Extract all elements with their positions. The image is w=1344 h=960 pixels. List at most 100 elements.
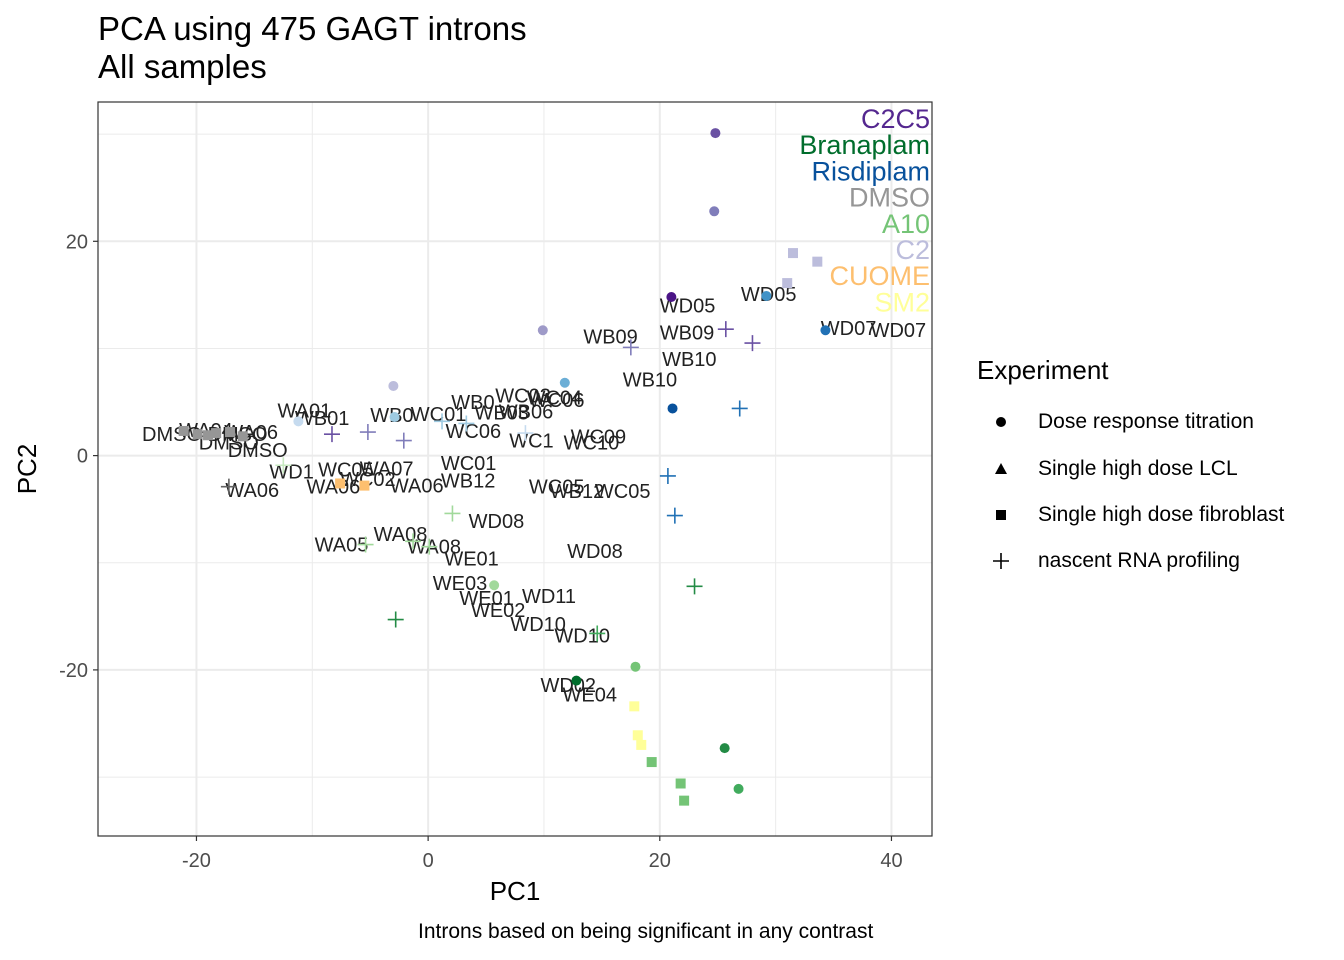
data-point-plus (717, 321, 734, 338)
data-point-plus (458, 415, 475, 432)
data-point-plus (731, 400, 748, 417)
point-label: WB03 (474, 403, 528, 425)
point-label: WD07 (821, 318, 877, 340)
data-point-circle (761, 290, 772, 301)
point-label: WC01 (441, 453, 497, 475)
point-label: WB12 (550, 481, 604, 503)
square-icon (996, 510, 1006, 520)
data-point-square (636, 739, 647, 750)
point-label: WC05 (318, 460, 374, 482)
point-label: WD08 (567, 541, 623, 563)
y-tick-label: 0 (77, 446, 88, 468)
point-label: WA07 (360, 458, 414, 480)
point-label: WB10 (662, 349, 716, 371)
treatment-key-label: A10 (882, 209, 930, 239)
data-point-plus (275, 457, 292, 474)
point-label: WD08 (469, 511, 525, 533)
data-point-square (632, 730, 643, 741)
data-point-plus (666, 507, 683, 524)
legend-label: nascent RNA profiling (1038, 549, 1240, 572)
data-point-circle (667, 403, 678, 414)
point-label: WB09 (660, 322, 714, 344)
data-point-square (359, 480, 370, 491)
point-label: WE04 (562, 685, 616, 707)
legend-item-dose-response: Dose response titration (990, 407, 1254, 437)
point-labels: WD05WD05WD07WD07WB09WB09WB10WB10WC03WC04… (142, 284, 926, 707)
plot-panel-background (98, 102, 932, 836)
legend-item-single-high-dose-lcl: Single high dose LCL (990, 454, 1238, 484)
y-tick-label: 20 (66, 231, 88, 253)
point-label: WC04 (527, 388, 583, 410)
point-label: WC02 (340, 469, 396, 491)
point-label: WB0 (451, 392, 494, 414)
treatment-key-label: Branaplam (799, 130, 930, 160)
data-point-square (812, 256, 823, 267)
point-label: WC03 (495, 386, 551, 408)
data-point-square (211, 428, 222, 439)
data-point-circle (559, 377, 570, 388)
treatment-key-label: SM2 (874, 287, 930, 317)
legend-item-nascent-rna: nascent RNA profiling (990, 546, 1240, 576)
point-label: WC06 (529, 390, 585, 412)
point-label: WD10 (554, 626, 610, 648)
point-label: WB01 (295, 408, 349, 430)
data-point-plus (220, 478, 237, 495)
triangle-icon (995, 463, 1007, 474)
treatment-key-label: Risdiplam (811, 156, 930, 186)
point-label: WB12 (441, 470, 495, 492)
data-point-plus (395, 432, 412, 449)
y-axis-title: PC2 (12, 444, 42, 495)
data-point-square (237, 431, 248, 442)
point-label: WC05 (529, 477, 585, 499)
chart-subtitle: All samples (98, 48, 267, 85)
point-label: WD02 (540, 675, 596, 697)
point-label: WD1 (269, 462, 313, 484)
data-point-square (203, 430, 214, 441)
data-point-plus (659, 467, 676, 484)
chart-title: PCA using 475 GAGT introns (98, 10, 527, 47)
data-point-square (782, 278, 793, 289)
data-point-square (192, 429, 203, 440)
data-point-circle (293, 416, 304, 427)
data-point-plus (434, 413, 451, 430)
x-tick-label: 20 (649, 850, 671, 872)
legend-label: Dose response titration (1038, 410, 1254, 433)
grid-lines (98, 102, 932, 836)
x-tick-label: 0 (423, 850, 434, 872)
data-point-circle (719, 743, 730, 754)
data-point-plus (359, 424, 376, 441)
data-point-square (225, 427, 236, 438)
data-point-plus (405, 533, 422, 550)
plus-icon (993, 553, 1009, 569)
y-tick-label: -20 (59, 660, 88, 682)
point-label: WC01 (411, 404, 467, 426)
point-label: WA06 (225, 480, 279, 502)
x-axis-title: PC1 (490, 876, 541, 906)
data-point-plus (622, 339, 639, 356)
data-point-plus (421, 538, 438, 555)
data-point-square (646, 757, 657, 768)
data-point-plus (744, 335, 761, 352)
data-point-circle (388, 380, 399, 391)
point-label: WA08 (374, 524, 428, 546)
point-label: WA05 (315, 535, 369, 557)
point-label: WC05 (595, 481, 651, 503)
point-label: WE01 (459, 588, 513, 610)
point-label: WC1 (509, 431, 553, 453)
point-label: WB06 (499, 402, 553, 424)
data-point-plus (444, 505, 461, 522)
legend-item-single-high-dose-fibroblast: Single high dose fibroblast (990, 500, 1284, 530)
point-label: WA01 (278, 401, 332, 423)
data-point-square (675, 778, 686, 789)
data-point-plus (387, 611, 404, 628)
data-point-square (788, 248, 798, 259)
plot-panel-border (97, 101, 933, 837)
point-label: WB09 (583, 327, 637, 349)
point-label: WC10 (564, 433, 620, 455)
point-label: WD11 (522, 586, 576, 608)
point-label: WA06 (224, 422, 278, 444)
point-label: WA06 (390, 476, 444, 498)
data-point-circle (489, 580, 500, 591)
point-label: WE02 (471, 600, 525, 622)
